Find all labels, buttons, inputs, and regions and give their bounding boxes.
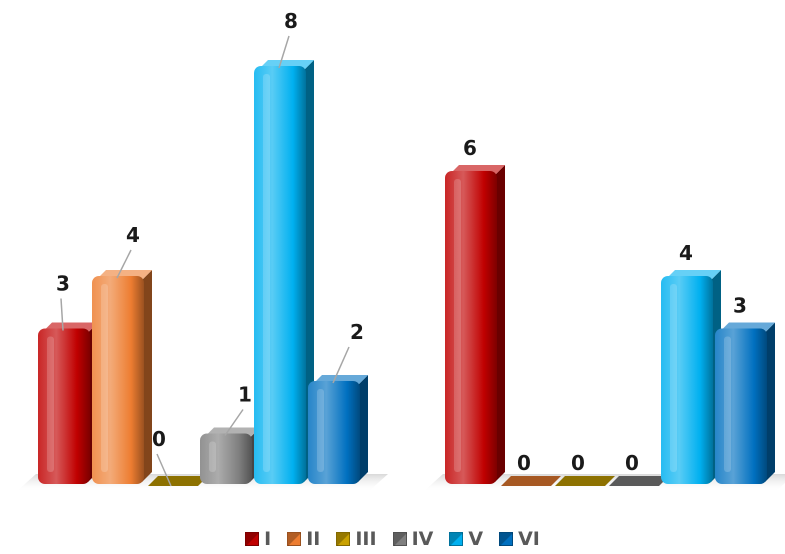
leader-line-g1-ii (116, 249, 132, 279)
leader-line-g1-iii (156, 453, 172, 487)
legend-item-iii: III (336, 528, 377, 550)
legend-item-vi: VI (499, 528, 540, 550)
bar-g2-v (661, 270, 721, 484)
legend-swatch-iv (392, 532, 407, 546)
bar-g1-v (254, 60, 314, 484)
data-label-g1-i: 3 (56, 272, 70, 296)
data-label-g2-v: 4 (679, 241, 693, 265)
data-label-g2-iv: 0 (625, 451, 639, 475)
data-label-g2-i: 6 (463, 136, 477, 160)
legend: I II III IV V VI (0, 524, 785, 554)
data-label-g1-vi: 2 (350, 320, 364, 344)
legend-label-i: I (264, 528, 272, 550)
legend-item-ii: II (287, 528, 320, 550)
bar-g1-vi (308, 375, 368, 484)
legend-swatch-iii (336, 532, 351, 546)
leader-line-g1-i (60, 298, 64, 331)
bars-layer (38, 60, 775, 486)
legend-label-iv: IV (411, 528, 434, 550)
data-label-g1-ii: 4 (126, 223, 140, 247)
legend-label-vi: VI (518, 528, 540, 550)
legend-label-v: V (468, 528, 484, 550)
legend-swatch-v (449, 532, 464, 546)
leader-line-g1-v (278, 35, 290, 69)
leader-line-g1-iv (224, 409, 244, 436)
bar-g1-iv (200, 427, 260, 484)
bar-g1-ii (92, 270, 152, 484)
leader-line-g1-vi (332, 346, 350, 384)
data-label-g1-iii: 0 (152, 427, 166, 451)
bar-chart: 3 4 0 1 8 2 6 0 0 0 4 3 (16, 9, 785, 492)
data-label-g1-iv: 1 (238, 383, 252, 407)
legend-item-v: V (449, 528, 483, 550)
legend-item-i: I (245, 528, 271, 550)
bar-g2-iv (609, 476, 669, 486)
data-label-g2-vi: 3 (733, 294, 747, 318)
legend-swatch-i (245, 532, 260, 546)
legend-swatch-vi (499, 532, 514, 546)
legend-swatch-ii (287, 532, 302, 546)
bar-g2-vi (715, 322, 775, 484)
bar-g1-iii (148, 476, 208, 486)
bar-g2-ii (501, 476, 561, 486)
bar-g1-i (38, 322, 98, 484)
data-label-g2-ii: 0 (517, 451, 531, 475)
bar-g2-i (445, 165, 505, 484)
bar-g2-iii (555, 476, 615, 486)
data-label-g2-iii: 0 (571, 451, 585, 475)
data-labels-layer: 3 4 0 1 8 2 6 0 0 0 4 3 (56, 9, 747, 487)
data-label-g1-v: 8 (284, 9, 298, 33)
legend-label-ii: II (306, 528, 321, 550)
legend-item-iv: IV (392, 528, 434, 550)
legend-label-iii: III (355, 528, 377, 550)
